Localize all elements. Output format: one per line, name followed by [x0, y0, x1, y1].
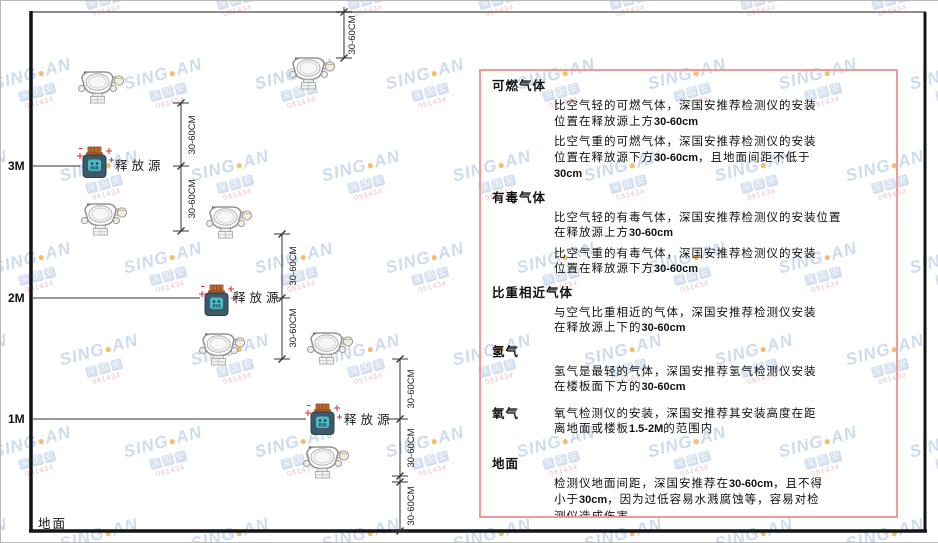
section-heading: 氧气	[492, 405, 520, 421]
release-source-label: 释放源	[344, 412, 394, 427]
section-heading: 地面	[492, 455, 520, 471]
panel-section: 氧气 氧气检测仪的安装，深国安推荐其安装高度在距 离地面或楼板1.5-2M的范围内	[492, 406, 884, 438]
panel-section: 比重相近气体与空气比重相近的气体，深国安推荐检测仪安装 在释放源上下的30-60c…	[492, 285, 884, 337]
release-source-icon	[198, 284, 237, 317]
release-source-icon	[304, 403, 343, 436]
dim-label: 30-60CM	[406, 369, 417, 408]
release-source-label: 释放源	[115, 158, 165, 173]
section-paragraph: 比空气轻的可燃气体，深国安推荐检测仪的安装 位置在释放源上方30-60cm	[554, 98, 817, 128]
gas-detector-icon	[77, 70, 125, 104]
gas-detector-icon	[198, 332, 246, 366]
section-paragraph: 与空气比重相近的气体，深国安推荐检测仪安装 在释放源上下的30-60cm	[554, 304, 817, 335]
section-paragraph: 检测仪地面间距，深国安推荐在30-60cm，且不得 小于30cm，因为过低容易水溅…	[554, 475, 824, 518]
gas-detector-icon	[306, 331, 354, 365]
installation-notes-panel: 可燃气体 比空气轻的可燃气体，深国安推荐检测仪的安装 位置在释放源上方30-60cm…	[479, 69, 898, 518]
dim-label: 30-60CM	[406, 486, 417, 525]
gas-detector-icon	[205, 205, 253, 239]
dimension-labels: 30-60CM 30-60CM 30-60CM 30-60CM 30-60CM …	[187, 15, 417, 525]
gas-detector-icon	[80, 202, 128, 236]
section-paragraph: 比空气轻的有毒气体，深国安推荐检测仪的安装位置 在释放源上方30-60cm	[554, 209, 842, 240]
panel-section: 地面检测仪地面间距，深国安推荐在30-60cm，且不得 小于30cm，因为过低容易…	[492, 455, 884, 518]
section-paragraph: 氧气检测仪的安装，深国安推荐其安装高度在距 离地面或楼板1.5-2M的范围内	[554, 405, 817, 436]
panel-section: 氢气氢气是最轻的气体，深国安推荐氢气检测仪安装 在楼板面下方的30-60cm	[492, 344, 884, 396]
release-source-label: 释放源	[233, 290, 283, 305]
section-paragraph: 比空气重的可燃气体，深国安推荐检测仪的安装 位置在释放源下方30-60cm，且地面…	[554, 134, 817, 180]
release-source-icon	[76, 146, 115, 179]
section-heading: 比重相近气体	[492, 284, 574, 300]
section-heading: 有毒气体	[492, 189, 547, 205]
dim-label: 30-60CM	[406, 428, 417, 467]
section-heading: 氢气	[492, 343, 520, 359]
gas-detector-icon	[288, 56, 336, 90]
dim-label: 30-60CM	[288, 308, 299, 347]
dim-label: 30-60CM	[288, 246, 299, 285]
dim-label: 30-60CM	[187, 115, 198, 154]
section-paragraph: 比空气重的有毒气体，深国安推荐检测仪的安装 位置在释放源下方30-60cm	[554, 245, 817, 276]
dim-label: 30-60CM	[347, 15, 358, 54]
ground-label: 地面	[38, 516, 67, 531]
section-heading: 可燃气体	[492, 78, 547, 93]
panel-section: 可燃气体 比空气轻的可燃气体，深国安推荐检测仪的安装 位置在释放源上方30-60cm…	[492, 78, 884, 183]
height-label-3m: 3M	[8, 159, 25, 173]
section-paragraph: 氢气是最轻的气体，深国安推荐氢气检测仪安装 在楼板面下方的30-60cm	[554, 363, 817, 394]
height-label-1m: 1M	[8, 412, 25, 426]
panel-section: 有毒气体 比空气轻的有毒气体，深国安推荐检测仪的安装位置 在释放源上方30-60cm…	[492, 190, 884, 278]
gas-detector-icon	[302, 445, 350, 479]
height-label-2m: 2M	[8, 291, 25, 305]
dimension-chains	[180, 7, 401, 531]
dim-label: 30-60CM	[187, 179, 198, 218]
